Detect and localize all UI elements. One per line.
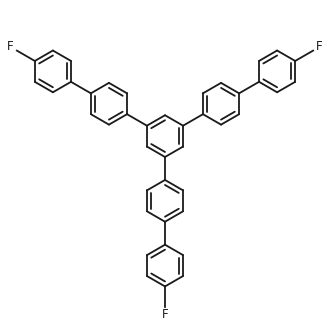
Text: F: F [316,41,323,53]
Text: F: F [7,41,14,53]
Text: F: F [162,308,168,321]
